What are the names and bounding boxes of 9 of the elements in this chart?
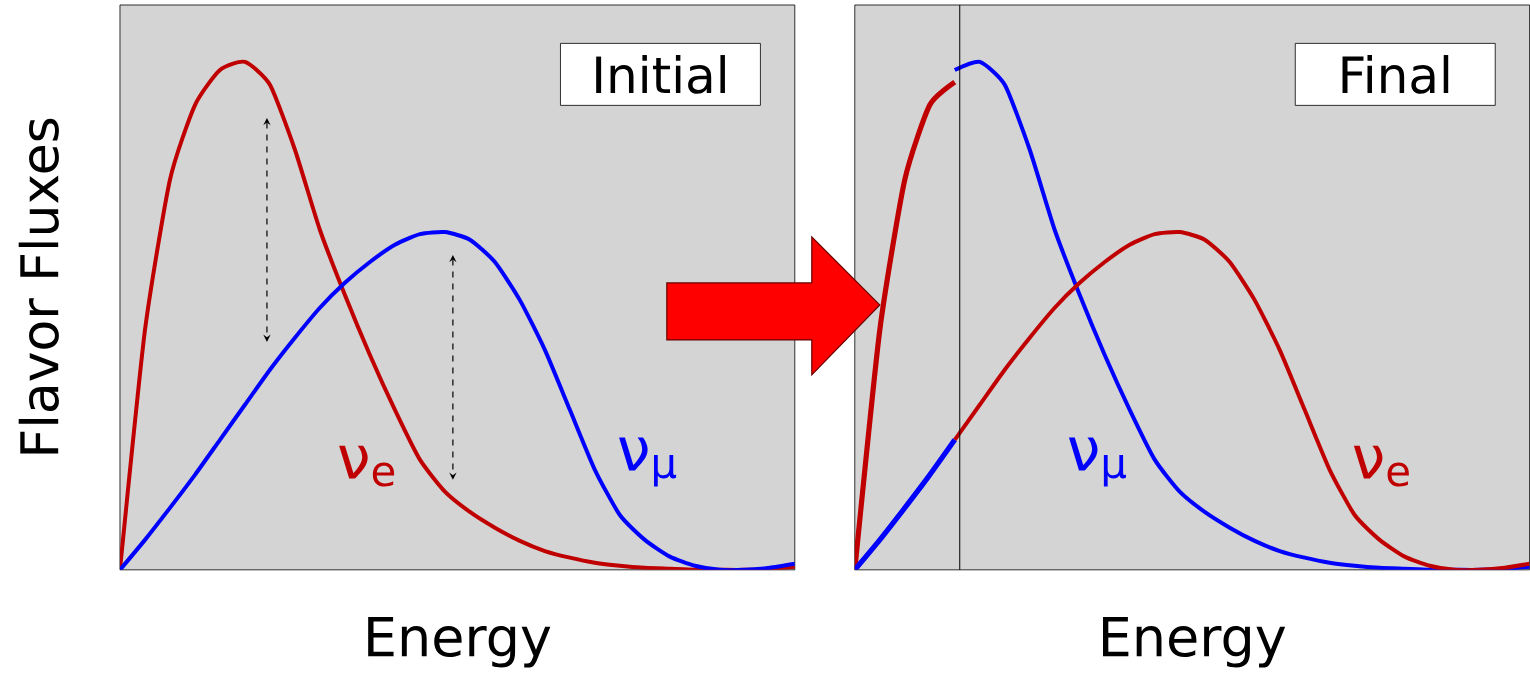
annotation: Final	[1342, 55, 1449, 94]
series-label: ν$_{e}$	[339, 445, 395, 487]
annotation: Initial	[596, 55, 725, 94]
x-axis-title: Energy	[368, 616, 551, 668]
series-label: ν$_{e}$	[1353, 445, 1409, 487]
series-label: ν$_{μ}$	[619, 437, 677, 487]
x-axis-title: Energy	[1103, 616, 1286, 668]
series-label: ν$_{μ}$	[1068, 437, 1126, 487]
y-axis-title: Flavor Fluxes	[18, 118, 59, 454]
